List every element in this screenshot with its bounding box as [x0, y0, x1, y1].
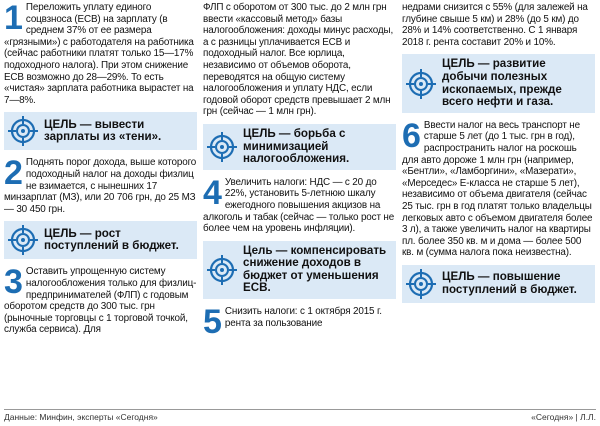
item-text: Ввести налог на весь транспорт не старше… — [402, 119, 593, 259]
item: 1 Переложить уплату единого соцвзноса (ЕС… — [4, 2, 197, 106]
item: 5 Снизить налоги: с 1 октября 2015 г. рен… — [203, 305, 396, 339]
item: ФЛП с оборотом от 300 тыс. до 2 млн грн … — [203, 2, 396, 118]
goal-text: ЦЕЛЬ — вывести зарплаты из «тени». — [44, 117, 162, 144]
target-icon — [207, 254, 237, 285]
footer: Данные: Минфин, эксперты «Сегодня» «Сего… — [4, 409, 596, 424]
goal-text: Цель — компенсировать снижение доходов в… — [243, 243, 387, 295]
item-number: 5 — [203, 303, 222, 342]
goal-text: ЦЕЛЬ — повышение поступлений в бюджет. — [442, 270, 577, 296]
item-text: Оставить упрощенную систему налогообложе… — [4, 266, 197, 336]
target-icon — [207, 131, 237, 162]
item: 3 Оставить упрощенную систему налогооблож… — [4, 263, 197, 336]
credit: «Сегодня» | Л.Л. — [531, 412, 596, 422]
goal-box: ЦЕЛЬ — повышение поступлений в бюджет. — [402, 264, 595, 303]
item-text: ФЛП с оборотом от 300 тыс. до 2 млн грн … — [203, 2, 394, 118]
source: Данные: Минфин, эксперты «Сегодня» — [4, 412, 158, 422]
item: недрами снизится с 55% (для залежей на г… — [402, 2, 595, 48]
item: 2 Поднять порог дохода, выше которого под… — [4, 154, 197, 215]
goal-text: ЦЕЛЬ — рост поступлений в бюджет. — [44, 226, 179, 253]
item-text: Увеличить налоги: НДС — с 20 до 22%, уст… — [203, 176, 395, 235]
item-text: Снизить налоги: с 1 октября 2015 г. рент… — [224, 306, 382, 329]
item-number: 2 — [4, 154, 23, 193]
item: 4 Увеличить налоги: НДС — с 20 до 22%, ус… — [203, 173, 396, 235]
item-text: Переложить уплату единого соцвзноса (ЕСВ… — [4, 2, 194, 106]
goal-box: ЦЕЛЬ — развитие добычи полезных ископаем… — [402, 54, 595, 113]
column: недрами снизится с 55% (для залежей на г… — [402, 2, 595, 406]
item-text: Поднять порог дохода, выше которого подо… — [4, 157, 197, 215]
goal-text: ЦЕЛЬ — борьба с минимизацией налогооблож… — [243, 126, 350, 166]
goal-box: ЦЕЛЬ — рост поступлений в бюджет. — [4, 221, 197, 260]
item-number: 4 — [203, 173, 222, 212]
item-number: 3 — [4, 263, 23, 302]
target-icon — [8, 225, 38, 256]
item-number: 1 — [4, 2, 23, 37]
goal-text: ЦЕЛЬ — развитие добычи полезных ископаем… — [442, 57, 562, 109]
column: 1 Переложить уплату единого соцвзноса (ЕС… — [4, 2, 197, 406]
target-icon — [406, 68, 436, 99]
item-text: недрами снизится с 55% (для залежей на г… — [402, 2, 588, 48]
item-number: 6 — [402, 116, 421, 155]
column: ФЛП с оборотом от 300 тыс. до 2 млн грн … — [203, 2, 396, 406]
goal-box: ЦЕЛЬ — вывести зарплаты из «тени». — [4, 112, 197, 151]
goal-box: Цель — компенсировать снижение доходов в… — [203, 240, 396, 300]
target-icon — [406, 268, 436, 299]
target-icon — [8, 116, 38, 147]
goal-box: ЦЕЛЬ — борьба с минимизацией налогооблож… — [203, 123, 396, 170]
item: 6 Ввести налог на весь транспорт не старш… — [402, 116, 595, 259]
